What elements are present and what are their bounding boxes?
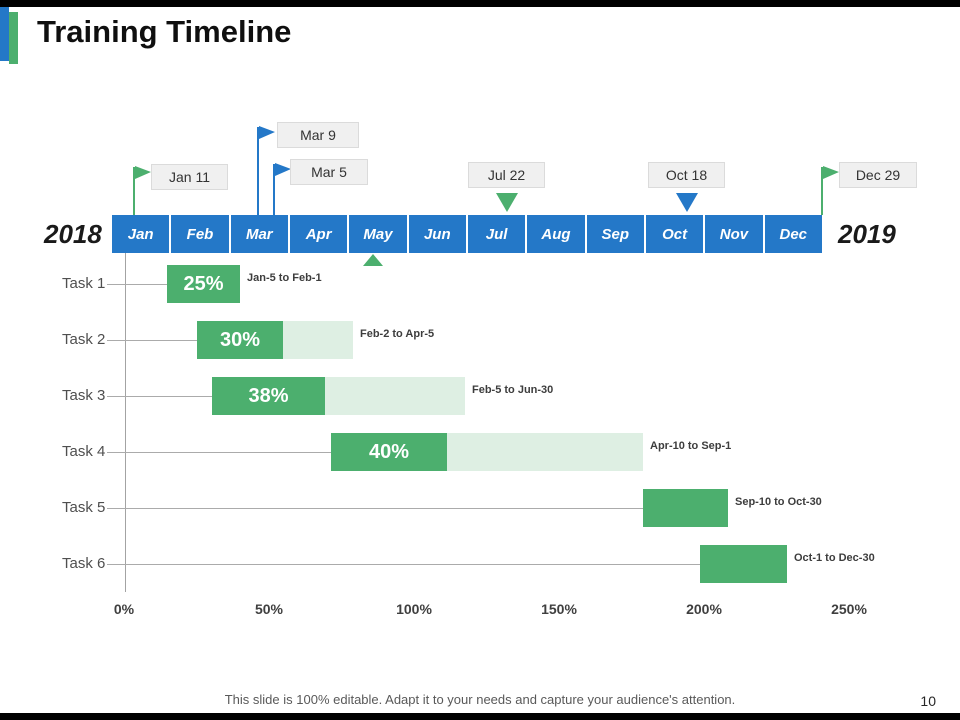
task-date-range: Feb-2 to Apr-5 xyxy=(360,328,435,340)
task-row-label: Task 6 xyxy=(62,555,106,572)
milestone-label: Mar 5 xyxy=(290,159,368,185)
x-axis-tick-label: 200% xyxy=(686,601,722,617)
milestone-label: Jul 22 xyxy=(468,162,545,188)
month-bar: Jan Feb Mar Apr May Jun Jul Aug Sep Oct Nov Dec xyxy=(112,215,822,253)
task-row-label: Task 1 xyxy=(62,275,106,292)
title-accent-blue xyxy=(0,7,9,61)
milestone-label: Oct 18 xyxy=(648,162,725,188)
milestone-flag-icon xyxy=(823,166,839,179)
month-cell-jan: Jan xyxy=(112,215,170,253)
month-cell-sep: Sep xyxy=(586,215,644,253)
year-end-label: 2019 xyxy=(838,219,896,249)
task-bar-progress: 38% xyxy=(212,377,325,415)
task-connector-line xyxy=(107,564,700,565)
task-date-range: Feb-5 to Jun-30 xyxy=(472,384,554,396)
top-border-bar xyxy=(0,0,960,7)
task-date-range: Sep-10 to Oct-30 xyxy=(735,496,822,508)
milestone-stem-0 xyxy=(133,167,135,215)
month-cell-dec: Dec xyxy=(764,215,822,253)
x-axis-tick-label: 250% xyxy=(831,601,867,617)
task-connector-line xyxy=(107,396,212,397)
task-bar-remaining xyxy=(325,377,465,415)
milestone-flag-icon xyxy=(135,166,151,179)
may-triangle-up-icon xyxy=(363,254,383,266)
month-cell-aug: Aug xyxy=(527,215,585,253)
x-axis-tick-label: 150% xyxy=(541,601,577,617)
task-connector-line xyxy=(107,284,167,285)
task-row-label: Task 4 xyxy=(62,443,106,460)
milestone-stem-1 xyxy=(257,127,259,215)
month-cell-feb: Feb xyxy=(171,215,229,253)
title-accent-green xyxy=(9,12,18,64)
milestone-triangle-down-icon xyxy=(496,193,518,212)
task-bar-remaining xyxy=(283,321,353,359)
task-date-range: Oct-1 to Dec-30 xyxy=(794,552,875,564)
milestone-triangle-down-icon xyxy=(676,193,698,212)
task-connector-line xyxy=(107,452,331,453)
milestone-stem-5 xyxy=(821,167,823,215)
milestone-label: Jan 11 xyxy=(151,164,228,190)
month-cell-may: May xyxy=(349,215,407,253)
task-date-range: Apr-10 to Sep-1 xyxy=(650,440,732,452)
task-bar-progress: 30% xyxy=(197,321,283,359)
task-row-label: Task 3 xyxy=(62,387,106,404)
value-axis-line xyxy=(125,253,126,592)
task-bar-progress xyxy=(643,489,728,527)
month-cell-jun: Jun xyxy=(408,215,466,253)
milestone-flag-icon xyxy=(275,163,291,176)
page-number: 10 xyxy=(920,693,936,709)
x-axis-tick-label: 0% xyxy=(113,601,135,617)
task-date-range: Jan-5 to Feb-1 xyxy=(247,272,322,284)
task-connector-line xyxy=(107,340,197,341)
footer-text: This slide is 100% editable. Adapt it to… xyxy=(224,692,736,707)
task-bar-progress xyxy=(700,545,787,583)
month-cell-oct: Oct xyxy=(645,215,704,253)
month-cell-nov: Nov xyxy=(705,215,763,253)
x-axis-tick-label: 50% xyxy=(254,601,284,617)
milestone-label: Mar 9 xyxy=(277,122,359,148)
task-connector-line xyxy=(107,508,643,509)
year-start-label: 2018 xyxy=(44,219,102,249)
page-title: Training Timeline xyxy=(37,14,292,49)
task-bar-progress: 25% xyxy=(167,265,240,303)
task-bar-progress: 40% xyxy=(331,433,447,471)
month-cell-mar: Mar xyxy=(230,215,288,253)
task-row-label: Task 2 xyxy=(62,331,106,348)
task-row-label: Task 5 xyxy=(62,499,106,516)
task-bar-remaining xyxy=(447,433,643,471)
milestone-label: Dec 29 xyxy=(839,162,917,188)
x-axis-tick-label: 100% xyxy=(396,601,432,617)
milestone-flag-icon xyxy=(259,126,275,139)
month-cell-apr: Apr xyxy=(289,215,348,253)
month-cell-jul: Jul xyxy=(467,215,526,253)
bottom-border-bar xyxy=(0,713,960,720)
milestone-stem-2 xyxy=(273,164,275,215)
